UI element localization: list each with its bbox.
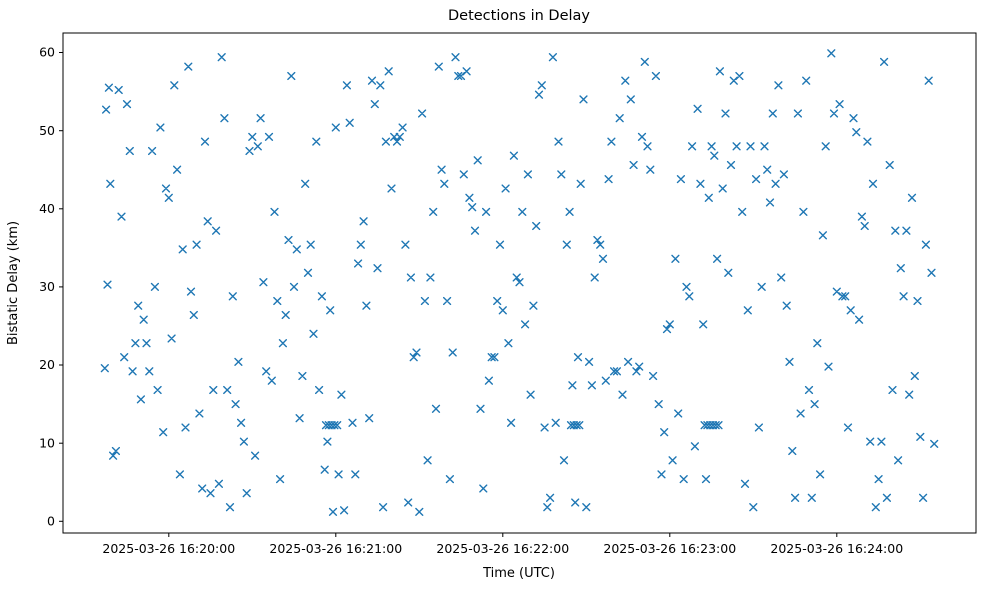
x-tick-label: 2025-03-26 16:24:00	[770, 541, 903, 556]
plot-border	[62, 32, 977, 534]
y-tick-label: 50	[39, 123, 55, 138]
y-tick-label: 30	[39, 279, 55, 294]
y-tick-label: 0	[47, 514, 55, 529]
scatter-points-layer	[100, 49, 939, 516]
y-tick-label: 10	[39, 435, 55, 450]
axes-layer: 0 10 20 30 40 50 60 2025-03-26 16:20:00 2025-03-…	[39, 32, 977, 556]
x-tick-label: 2025-03-26 16:22:00	[436, 541, 569, 556]
scatter-points	[100, 49, 939, 516]
x-tick-label: 2025-03-26 16:21:00	[269, 541, 402, 556]
y-tick-label: 20	[39, 357, 55, 372]
x-tick-label: 2025-03-26 16:23:00	[603, 541, 736, 556]
x-axis-label: Time (UTC)	[482, 566, 555, 581]
y-axis-label: Bistatic Delay (km)	[6, 221, 21, 345]
chart-title: Detections in Delay	[448, 8, 590, 24]
x-tick-label: 2025-03-26 16:20:00	[102, 541, 235, 556]
y-tick-label: 60	[39, 45, 55, 60]
y-tick-label: 40	[39, 201, 55, 216]
